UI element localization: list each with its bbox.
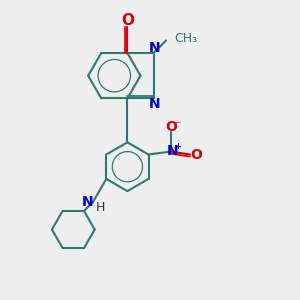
Text: N: N (149, 97, 161, 111)
Text: ⁻: ⁻ (174, 119, 181, 132)
Text: O: O (190, 148, 202, 161)
Text: +: + (174, 142, 181, 151)
Text: N: N (82, 195, 94, 209)
Text: H: H (96, 201, 105, 214)
Text: O: O (165, 120, 177, 134)
Text: CH₃: CH₃ (175, 32, 198, 45)
Text: N: N (167, 144, 178, 158)
Text: N: N (149, 41, 161, 55)
Text: O: O (121, 14, 134, 28)
